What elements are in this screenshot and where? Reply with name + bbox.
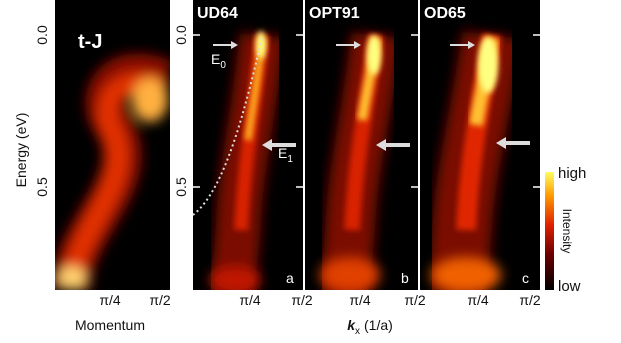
- kx-sub: x: [355, 326, 360, 337]
- arrows: [213, 41, 530, 151]
- colorbar-label: Intensity: [560, 209, 574, 254]
- tj-intensity: [55, 53, 170, 290]
- x-axis-label: kx (1/a): [347, 317, 393, 337]
- colorbar-low: low: [558, 278, 581, 295]
- tick-marks: [193, 34, 540, 188]
- x-tick-label: π/2: [519, 292, 541, 308]
- intensity-c: [423, 31, 522, 290]
- kx-symbol: k: [347, 317, 356, 333]
- intensity-b: [316, 32, 401, 290]
- x-tick-label: π/4: [239, 292, 261, 308]
- tj-label: t-J: [78, 31, 102, 53]
- x-tick-label: π/4: [349, 292, 371, 308]
- kx-unit: (1/a): [364, 317, 393, 333]
- e1-sub: 1: [287, 154, 293, 165]
- dispersion-curve: [192, 37, 263, 216]
- intensity-a: [207, 31, 285, 290]
- y-tick-label: 0.5: [173, 177, 189, 197]
- x-tick-label: π/2: [149, 292, 171, 308]
- x-tick-label: π/4: [467, 292, 489, 308]
- colorbar-high: high: [558, 165, 586, 182]
- x-tick-label: π/4: [99, 292, 121, 308]
- panel-title: OD65: [424, 5, 466, 22]
- panel-letter: a: [286, 270, 294, 286]
- panel-title: OPT91: [309, 5, 360, 22]
- e1-label: E1: [278, 145, 293, 165]
- panel-title: UD64: [197, 5, 238, 22]
- x-axis-label: Momentum: [75, 317, 145, 333]
- panel-letter: b: [401, 270, 409, 286]
- colorbar: [545, 172, 554, 290]
- e0-symbol: E: [211, 51, 220, 67]
- x-tick-label: π/2: [291, 292, 313, 308]
- x-tick-label: π/2: [404, 292, 426, 308]
- panel-letter: c: [522, 270, 529, 286]
- e0-sub: 0: [220, 60, 226, 71]
- y-axis-label: Energy (eV): [13, 113, 29, 188]
- e1-symbol: E: [278, 145, 287, 161]
- y-tick-label: 0.5: [34, 177, 50, 197]
- y-tick-label: 0.0: [173, 25, 189, 45]
- y-tick-label: 0.0: [34, 25, 50, 45]
- e0-label: E0: [211, 51, 226, 71]
